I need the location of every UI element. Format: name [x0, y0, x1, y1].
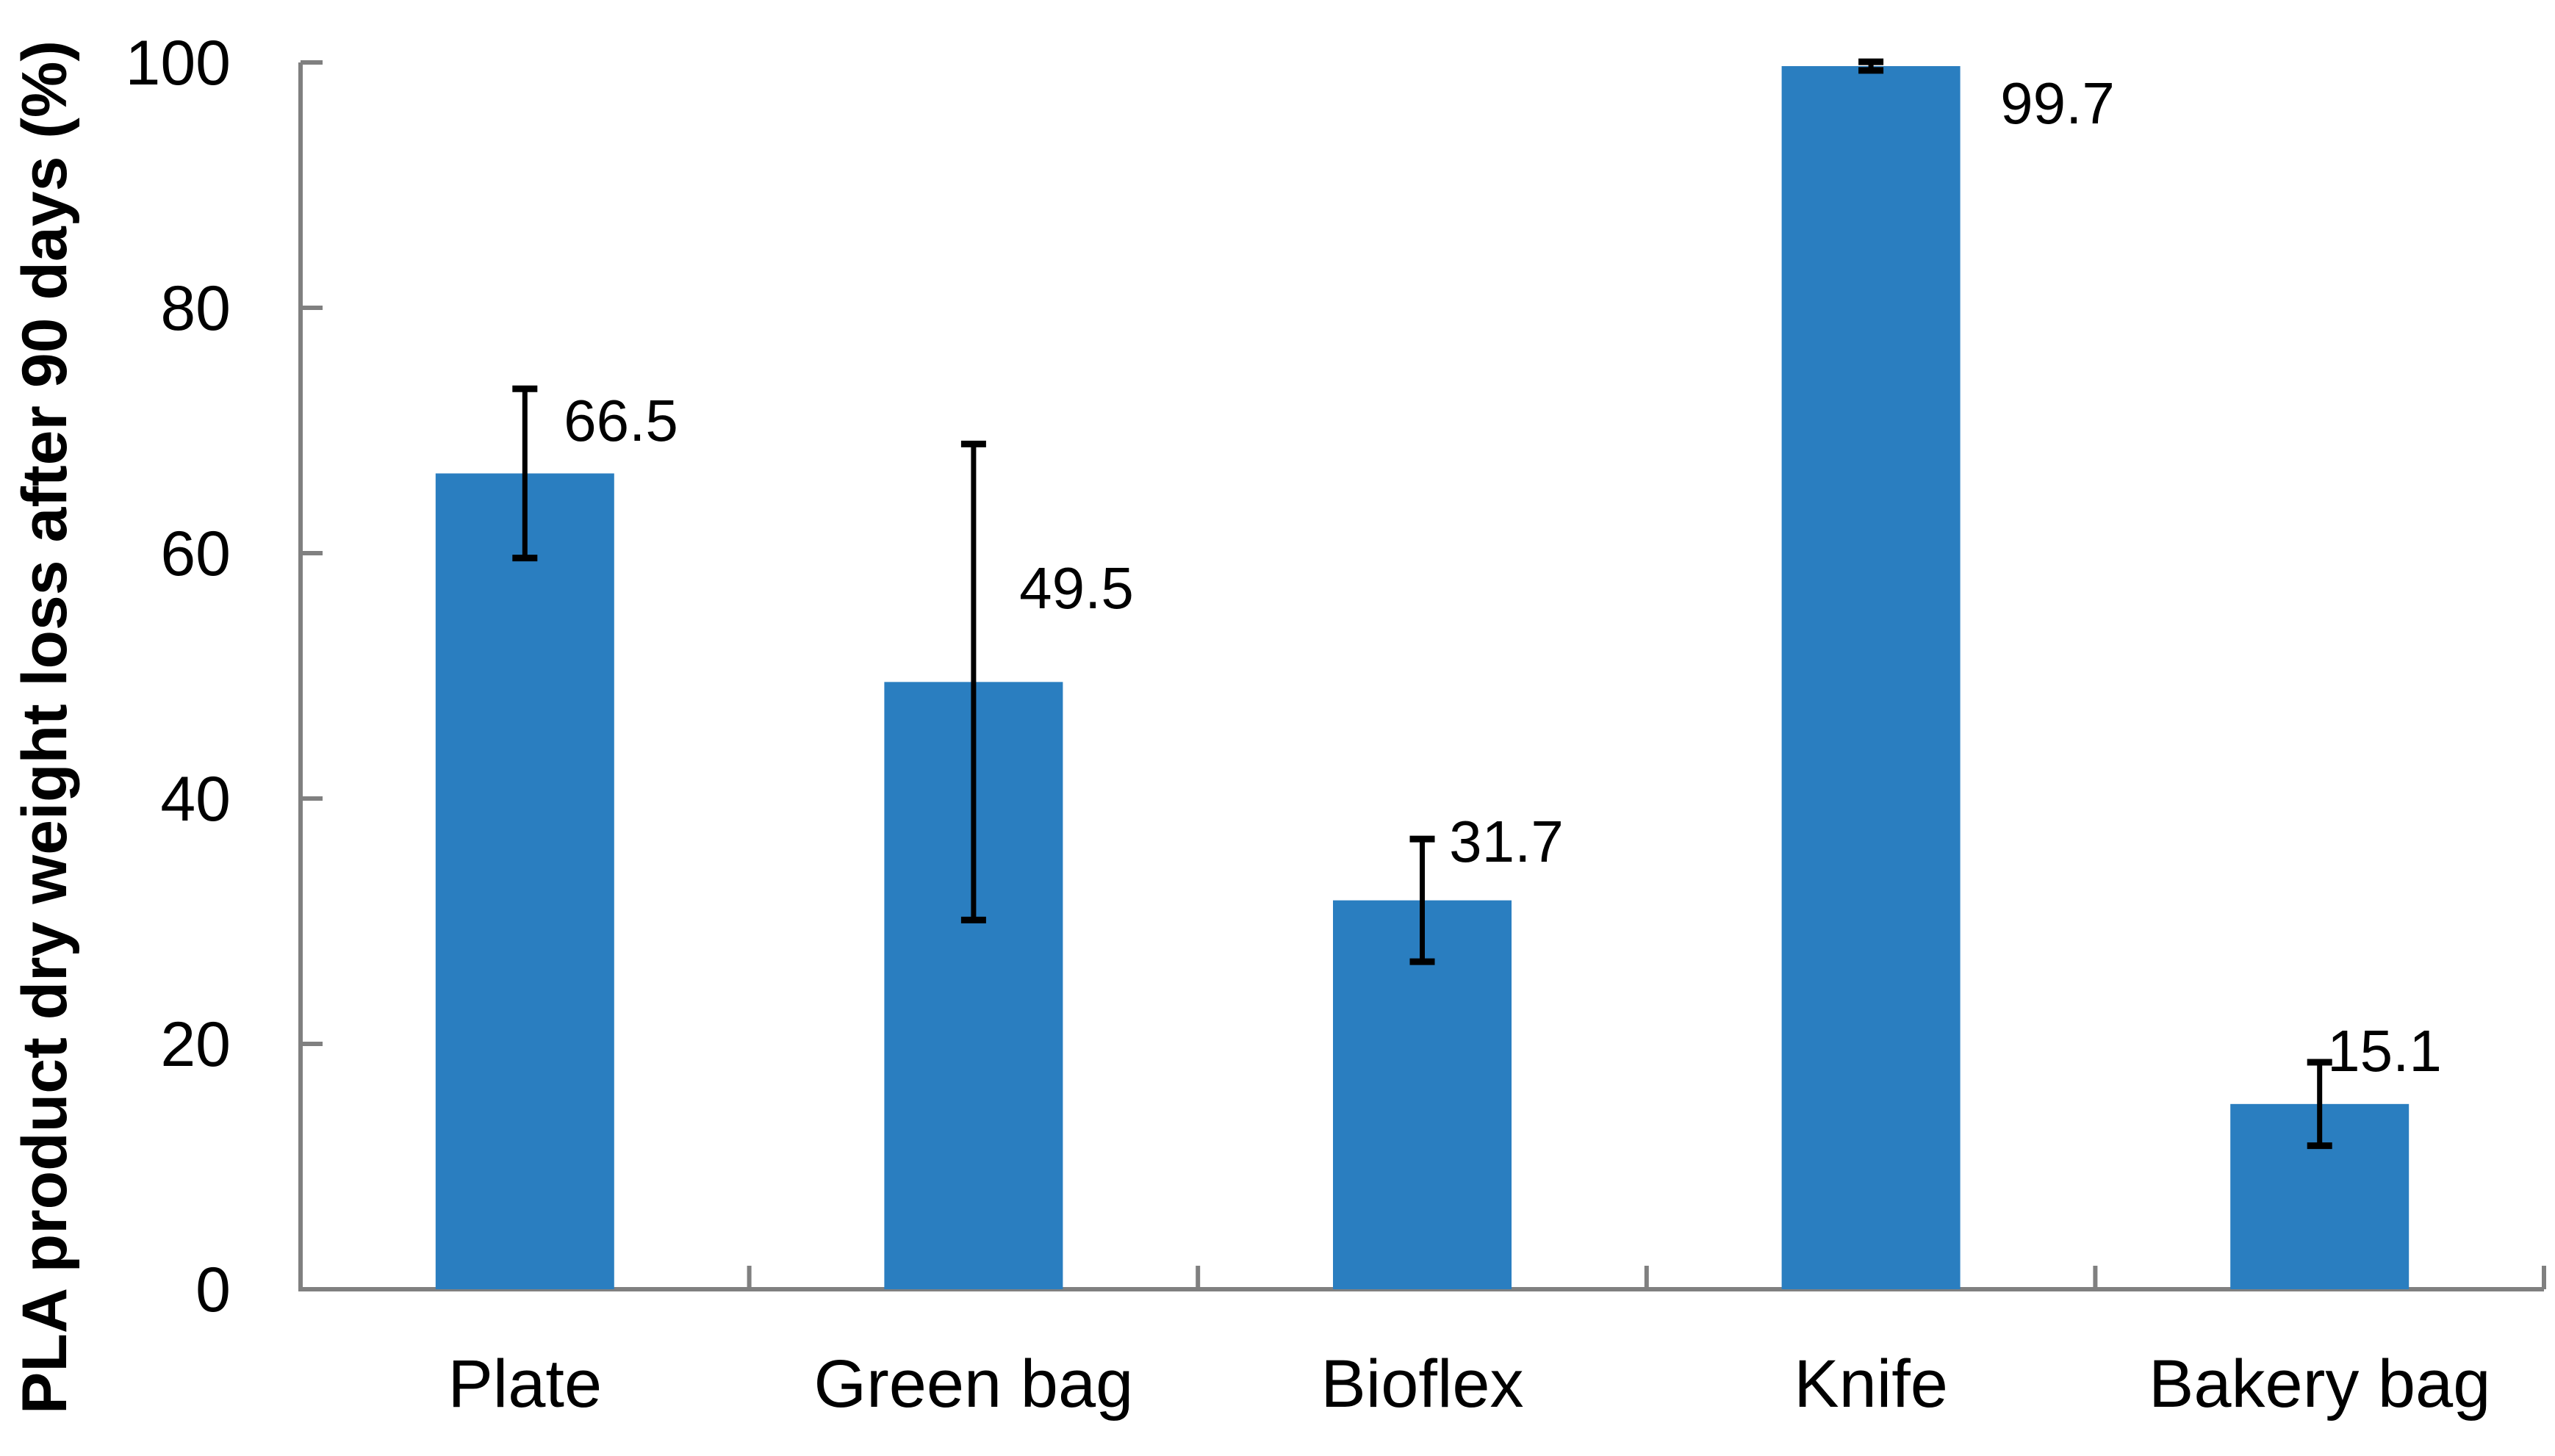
value-label-bioflex: 31.7 [1449, 809, 1564, 874]
bar-bioflex [1333, 900, 1512, 1289]
y-tick-label-60: 60 [160, 519, 231, 589]
y-axis-title: PLA product dry weight loss after 90 day… [10, 40, 80, 1414]
error-bars-group [512, 58, 2332, 1150]
y-tick-label-80: 80 [160, 273, 231, 344]
category-label-bioflex: Bioflex [1320, 1347, 1523, 1421]
bar-knife [1781, 66, 1961, 1289]
error-bar-knife [1858, 58, 1884, 74]
y-tick-label-100: 100 [126, 28, 231, 98]
category-label-knife: Knife [1794, 1347, 1948, 1421]
error-bar-bakery-bag [2307, 1059, 2332, 1150]
y-tick-labels-group: 0 20 40 60 80 100 [126, 28, 231, 1325]
value-label-bakery-bag: 15.1 [2327, 1018, 2442, 1084]
value-labels-group: 66.5 49.5 31.7 99.7 15.1 [564, 71, 2442, 1084]
y-tick-label-40: 40 [160, 764, 231, 835]
error-bar-plate [512, 385, 538, 562]
error-bar-bioflex [1409, 835, 1435, 965]
category-labels-group: Plate Green bag Bioflex Knife Bakery bag [448, 1347, 2490, 1421]
bars-group [435, 66, 2410, 1290]
category-label-green-bag: Green bag [814, 1347, 1134, 1421]
error-bar-green-bag [960, 440, 986, 923]
value-label-plate: 66.5 [564, 388, 678, 453]
category-label-bakery-bag: Bakery bag [2149, 1347, 2490, 1421]
y-tick-label-20: 20 [160, 1009, 231, 1080]
y-axis-title-group: PLA product dry weight loss after 90 day… [10, 40, 80, 1414]
y-tick-label-0: 0 [195, 1255, 231, 1325]
value-label-green-bag: 49.5 [1019, 555, 1134, 621]
category-label-plate: Plate [448, 1347, 602, 1421]
bar-plate [435, 473, 614, 1290]
value-label-knife: 99.7 [2000, 71, 2115, 136]
